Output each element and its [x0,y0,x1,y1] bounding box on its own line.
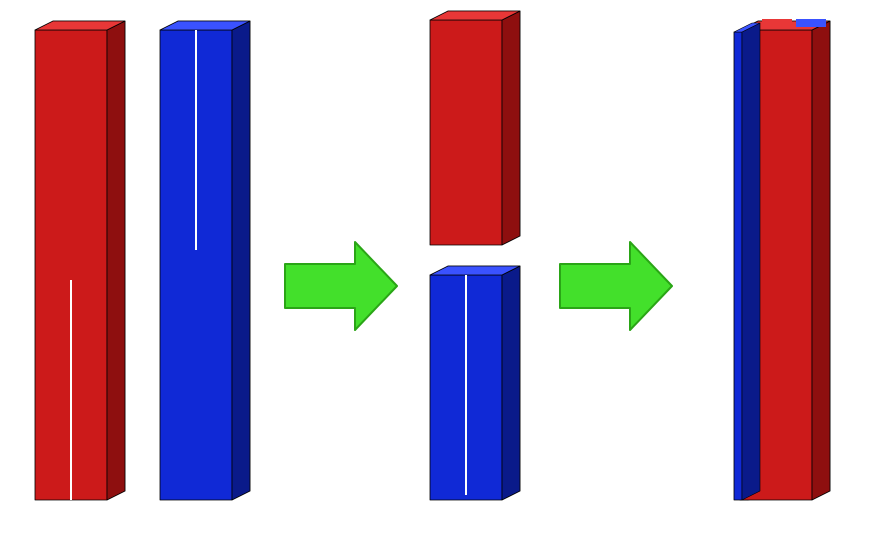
arrow-shape [285,242,397,330]
arrow [285,242,397,330]
stage2-red-beam [430,11,520,245]
assembly-diagram [0,0,890,533]
stage1-blue-beam [160,21,250,500]
arrow [560,242,672,330]
arrow-shape [560,242,672,330]
cruciform-column [734,19,830,500]
stage2-blue-beam [430,266,520,500]
stage1-red-beam [35,21,125,500]
